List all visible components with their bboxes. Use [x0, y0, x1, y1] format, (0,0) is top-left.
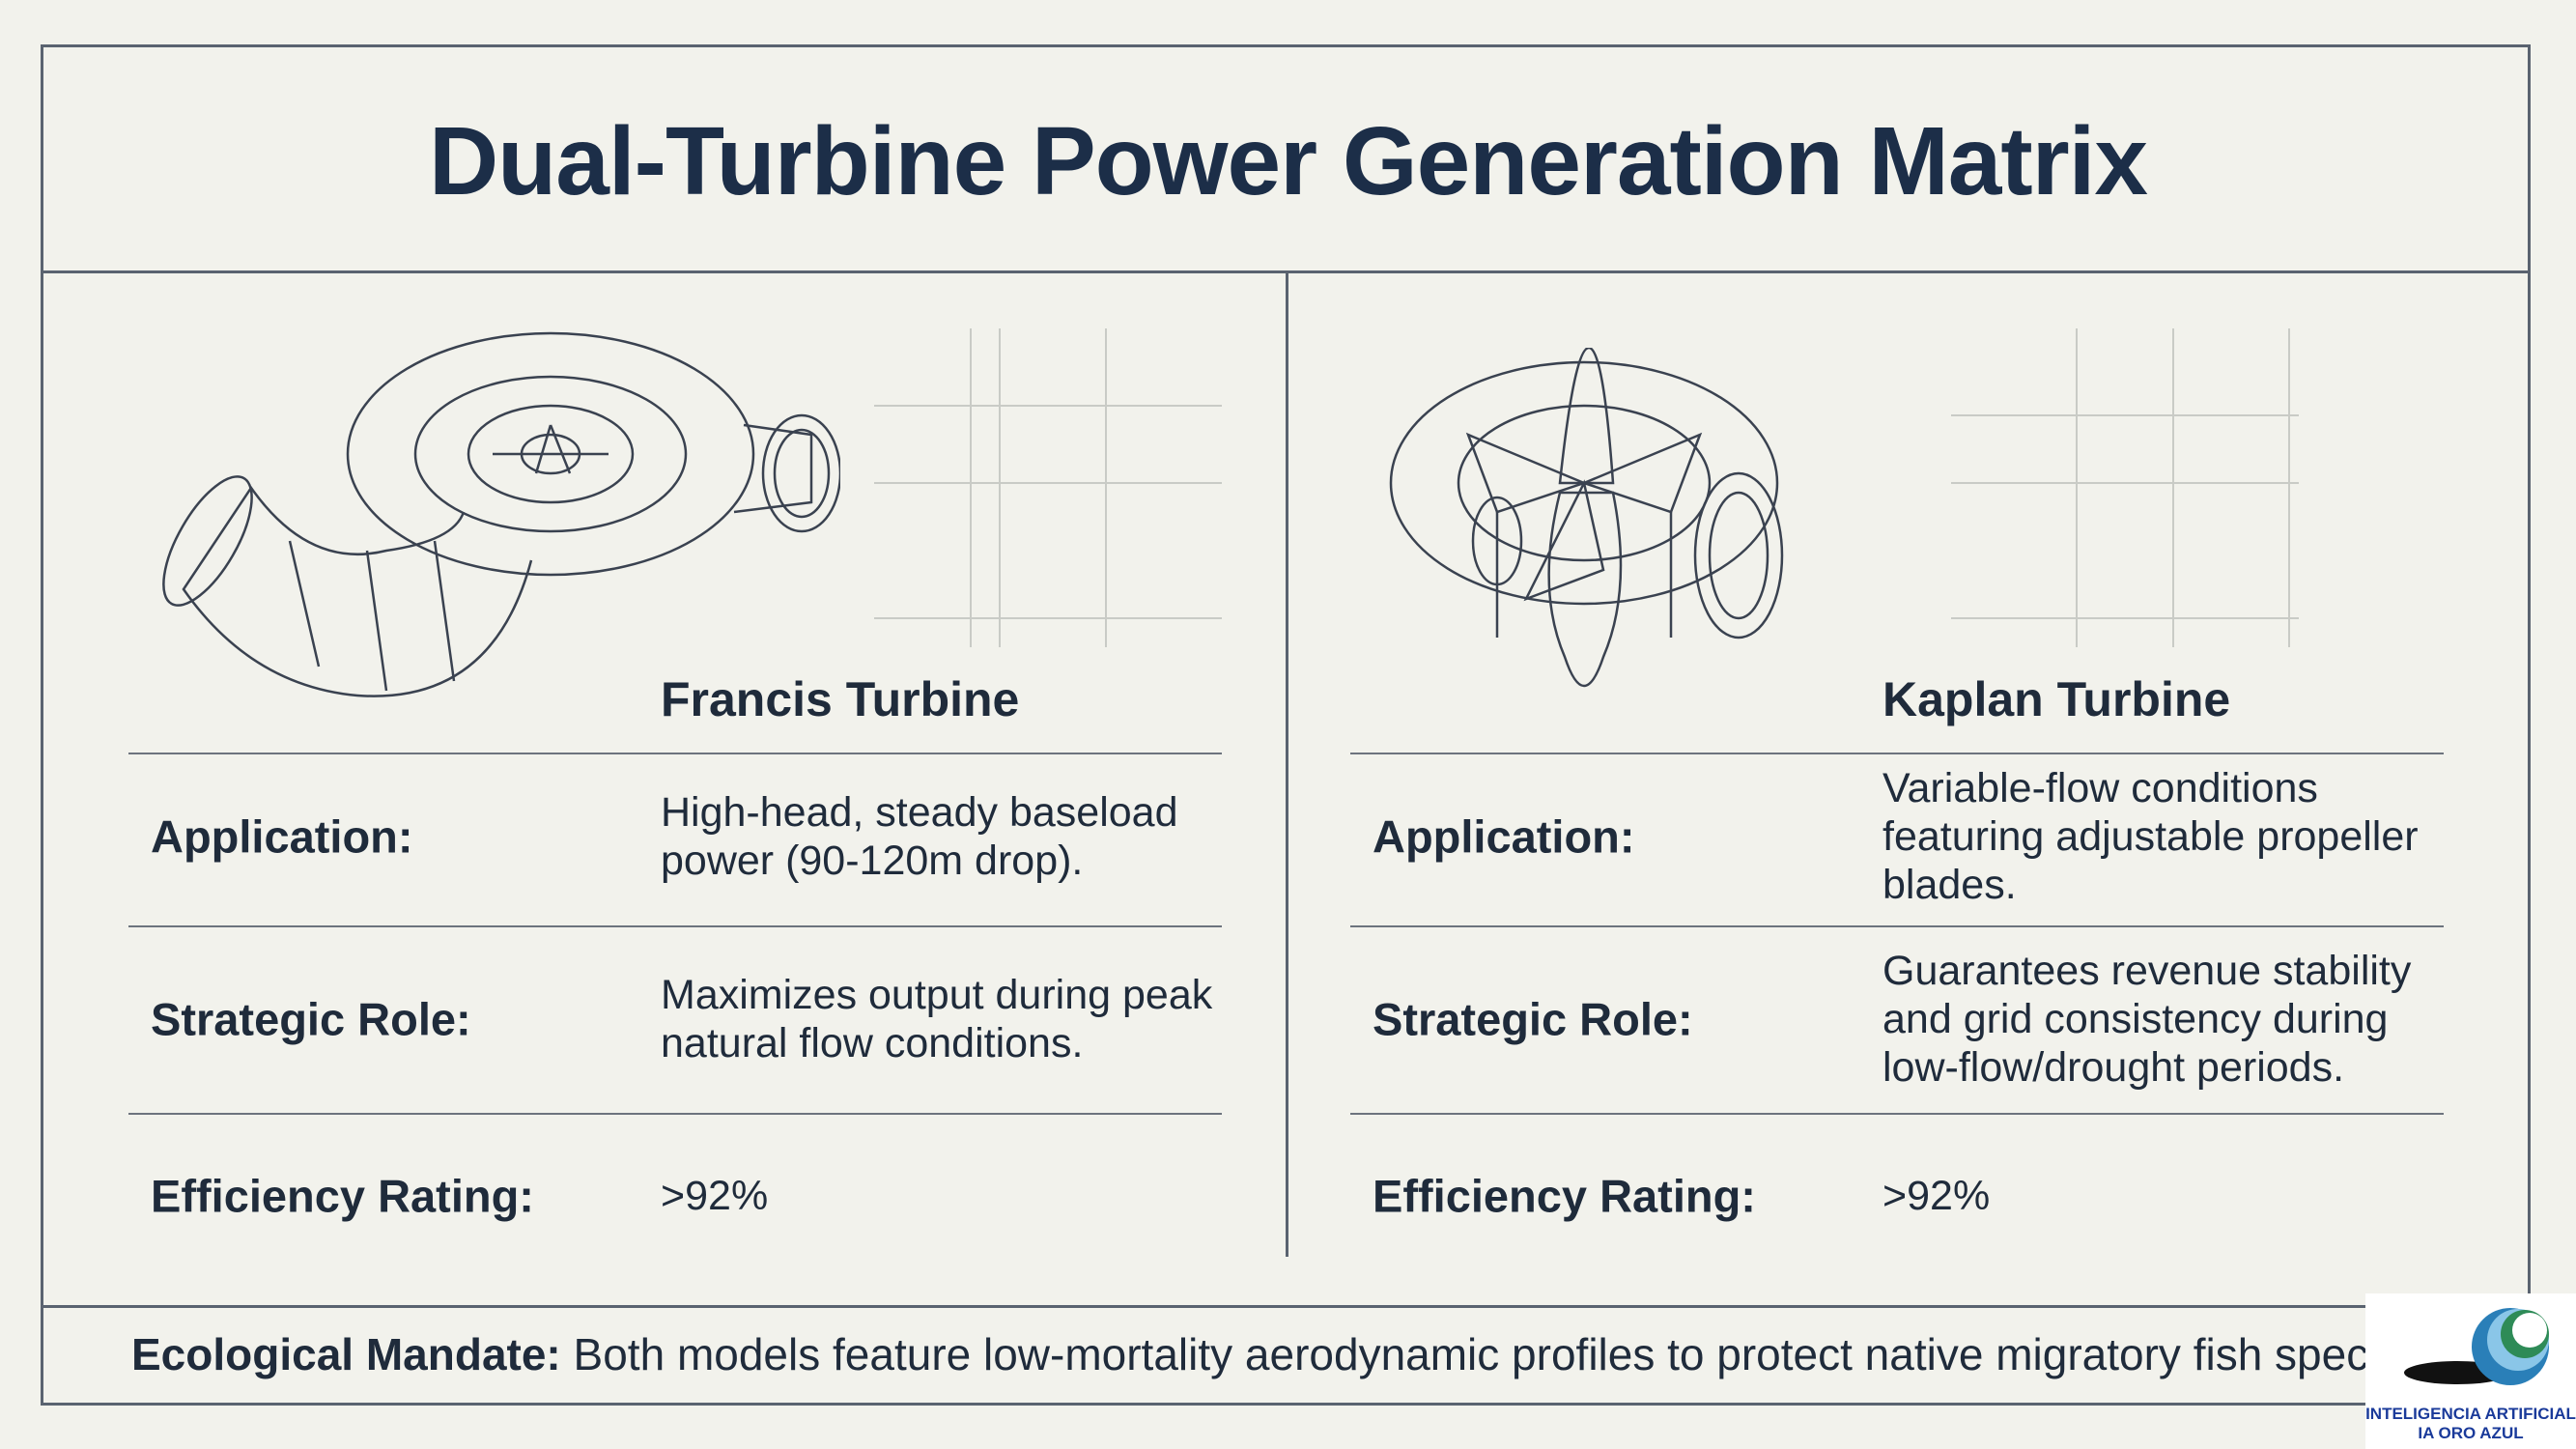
value-line: natural flow conditions. [661, 1020, 1084, 1066]
turbine-name: Francis Turbine [661, 672, 1020, 726]
footer-rule [41, 1305, 2531, 1308]
title: Dual-Turbine Power Generation Matrix [428, 107, 2148, 215]
divider [1286, 273, 1288, 1257]
value-line: High-head, steady baseload [661, 789, 1178, 836]
value-line: >92% [661, 1173, 769, 1219]
value-line: >92% [1882, 1173, 1991, 1219]
value-line: blades. [1882, 862, 2017, 908]
row-label: Strategic Role: [1373, 993, 1693, 1045]
row-rule [1350, 925, 2444, 927]
footer-text: Both models feature low-mortality aerody… [573, 1329, 2369, 1379]
value-line: low-flow/drought periods. [1882, 1044, 2345, 1091]
logo: INTELIGENCIA ARTIFICIAL IA ORO AZUL [2365, 1293, 2576, 1449]
logo-mark [2404, 1308, 2549, 1385]
row-label: Application: [1373, 810, 1635, 863]
frame [41, 44, 2531, 1406]
row-value: High-head, steady baseload power (90-120m… [661, 788, 1177, 885]
logo-line2: IA ORO AZUL [2418, 1424, 2524, 1442]
kaplan-turbine-sketch [1389, 348, 1784, 688]
row-value: Guarantees revenue stability and grid con… [1882, 947, 2411, 1092]
value-line: Guarantees revenue stability [1882, 948, 2412, 994]
turbine-name: Kaplan Turbine [1882, 672, 2231, 726]
footer: Ecological Mandate: Both models feature … [131, 1328, 2368, 1380]
row-label: Efficiency Rating: [1373, 1170, 1756, 1222]
row-value: >92% [661, 1172, 768, 1220]
grid-sketch [1951, 328, 2299, 647]
row-value: Variable-flow conditions featuring adjust… [1882, 764, 2419, 909]
row-label: Application: [151, 810, 413, 863]
row-label: Efficiency Rating: [151, 1170, 534, 1222]
row-rule [128, 753, 1222, 754]
row-rule [1350, 1113, 2444, 1115]
francis-turbine-sketch [162, 331, 840, 697]
logo-line1: INTELIGENCIA ARTIFICIAL [2365, 1405, 2576, 1423]
row-value: Maximizes output during peak natural flow… [661, 971, 1212, 1067]
value-line: power (90-120m drop). [661, 838, 1084, 884]
title-rule [41, 270, 2531, 273]
value-line: Variable-flow conditions [1882, 765, 2318, 811]
grid-sketch [874, 328, 1222, 647]
row-rule [1350, 753, 2444, 754]
row-value: >92% [1882, 1172, 1990, 1220]
row-rule [128, 1113, 1222, 1115]
value-line: featuring adjustable propeller [1882, 813, 2419, 860]
row-rule [128, 925, 1222, 927]
footer-label: Ecological Mandate: [131, 1329, 561, 1379]
value-line: Maximizes output during peak [661, 972, 1213, 1018]
value-line: and grid consistency during [1882, 996, 2389, 1042]
row-label: Strategic Role: [151, 993, 471, 1045]
